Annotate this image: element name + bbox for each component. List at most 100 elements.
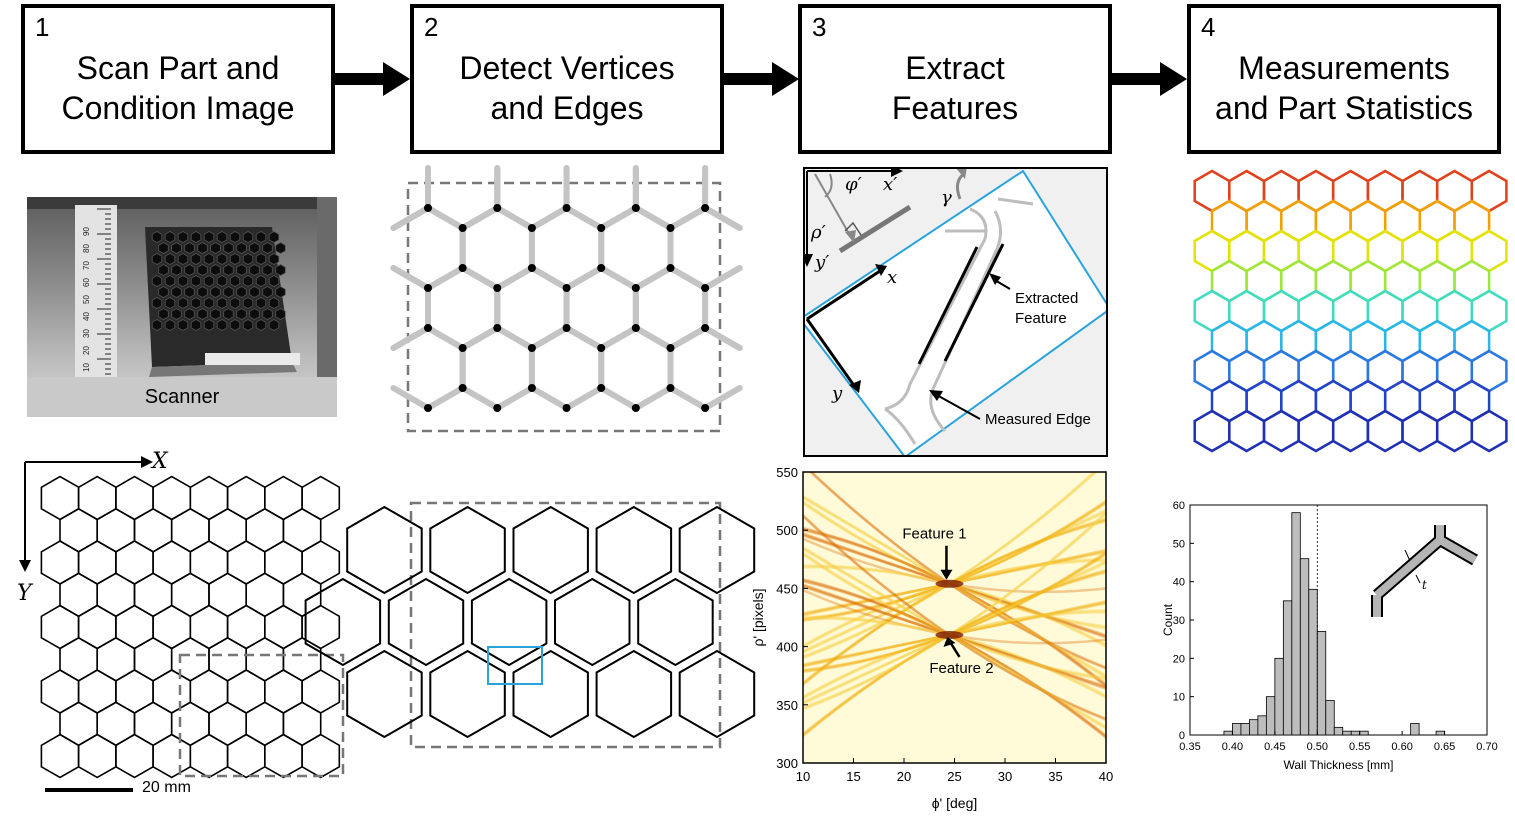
photo-cell (236, 286, 247, 298)
photo-cell (151, 231, 163, 243)
hex-cell (189, 475, 229, 521)
hex-cell (301, 669, 341, 714)
photo-cell (268, 253, 280, 265)
photo-cell (216, 319, 228, 331)
photo-cell (268, 231, 280, 243)
photo-cell (203, 297, 215, 309)
y-tick-label: 400 (776, 640, 798, 655)
edge (563, 325, 605, 351)
hex-cell (226, 475, 266, 521)
vertex-dot (631, 324, 640, 332)
photo-cell (203, 319, 215, 331)
photo-cell (190, 275, 202, 287)
edge (632, 205, 674, 231)
vertex-dot (527, 344, 536, 352)
flow-arrow-1-2 (335, 62, 410, 96)
thickness-arrow (1415, 574, 1421, 584)
hex-cell (152, 669, 192, 714)
histogram-bar (1410, 723, 1420, 736)
photo-cell (151, 253, 163, 265)
vertex-dot (562, 204, 571, 212)
vertex-dot (527, 264, 536, 272)
photo-cell (242, 319, 254, 331)
hex-cell (304, 577, 382, 667)
hex-cell (115, 475, 154, 521)
y-tick-label: 30 (1173, 615, 1185, 627)
vertex-dot (493, 284, 502, 292)
vertex-dot (666, 384, 675, 392)
feature-schematic-art (805, 169, 1106, 455)
x-tick-label: 30 (998, 769, 1012, 784)
histogram-bar (1291, 512, 1301, 736)
scale-bar-label: 20 mm (142, 779, 191, 796)
hex-cell (59, 572, 98, 618)
hex-cell (40, 604, 80, 650)
hex-cell (226, 669, 266, 714)
x-axis-label: X (152, 449, 168, 474)
ruler-mark: 10 (82, 363, 91, 372)
edge (425, 205, 466, 231)
photo-cell (171, 264, 182, 276)
photo-cell (255, 275, 267, 287)
annotation-arrowhead-2 (943, 636, 956, 647)
scanner-label: Scanner (144, 386, 220, 408)
histogram-bar (1282, 600, 1293, 736)
vertex-dot (424, 324, 432, 332)
vertex-dot (458, 264, 467, 272)
hex-cell (170, 507, 210, 553)
hex-cell (96, 572, 136, 618)
colored-hex-cell (1297, 409, 1335, 453)
hex-cell (152, 733, 192, 779)
step-1-title: Scan Part and Condition Image (61, 50, 295, 126)
y-axis-title: Count (1161, 603, 1175, 636)
y-tick-label: 300 (776, 756, 798, 771)
photo-cell (203, 253, 215, 265)
hex-cell (170, 701, 210, 747)
hex-cell (245, 701, 285, 747)
edge (667, 205, 709, 231)
x-tick-label: 20 (897, 769, 911, 784)
hex-cell (346, 649, 423, 739)
vertex-dot (493, 204, 502, 212)
zoomed-binary-image (304, 501, 756, 749)
hex-cell (245, 636, 285, 682)
step-2-box: 2 Detect Vertices and Edges (410, 4, 724, 154)
y-label: y (832, 383, 843, 404)
photo-cell (164, 275, 176, 287)
photo-cell (229, 319, 241, 331)
ruler-mark: 50 (82, 295, 91, 304)
hex-cell (429, 505, 506, 595)
photo-cell (177, 275, 189, 287)
vertex-dot (666, 344, 675, 352)
dashed-frame (406, 181, 722, 433)
hex-cell (133, 572, 173, 618)
step-2-title: Detect Vertices and Edges (459, 50, 675, 126)
vertex-edge-diagram (390, 165, 743, 433)
hex-cell (301, 475, 341, 521)
vertex-dot (631, 284, 640, 292)
hex-cell (40, 540, 80, 585)
hex-cell (40, 669, 80, 714)
vertex-dot (458, 224, 467, 232)
histogram-bar (1350, 730, 1361, 736)
edge (632, 325, 674, 351)
vertex-dot (562, 324, 571, 332)
step-3-box: 3 Extract Features (798, 4, 1112, 154)
photo-cell (203, 275, 215, 287)
hex-cell (96, 636, 136, 682)
photo-cell (229, 253, 241, 265)
y-tick-label: 10 (1173, 692, 1185, 704)
x-axis-title: Wall Thickness [mm] (1283, 758, 1393, 772)
edge (425, 265, 466, 291)
photo-cell (158, 308, 169, 320)
colored-hex-cell (1228, 409, 1266, 453)
step-1-box: 1 Scan Part and Condition Image (21, 4, 335, 154)
edge (563, 385, 605, 411)
photo-cell (229, 231, 241, 243)
photo-cell (223, 286, 234, 298)
hex-cell (226, 733, 266, 779)
hex-cell (678, 505, 756, 595)
y-tick-label: 50 (1173, 538, 1185, 550)
y-tick-label: 40 (1173, 577, 1185, 589)
edge (528, 265, 570, 291)
